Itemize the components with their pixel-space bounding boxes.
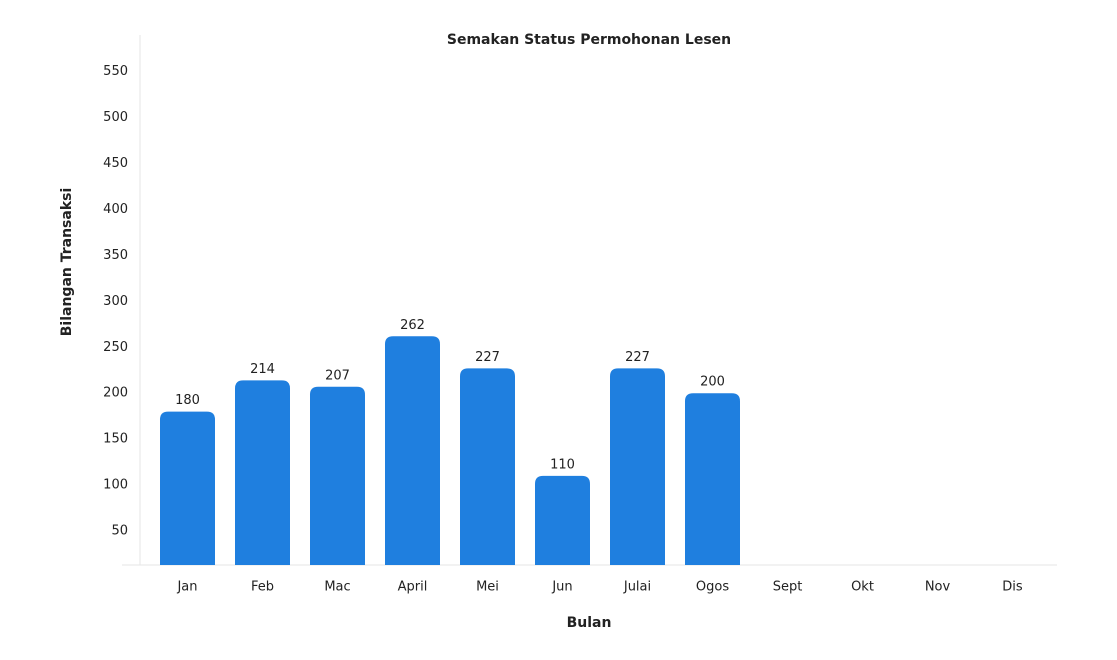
x-tick-label: Dis	[1002, 580, 1023, 595]
x-tick-label: Sept	[773, 580, 803, 595]
data-label: 180	[175, 393, 200, 408]
bar	[685, 393, 740, 565]
y-tick-label: 550	[103, 64, 128, 79]
x-tick-label: Jun	[551, 580, 572, 595]
y-tick-label: 150	[103, 432, 128, 447]
x-tick-label: Mac	[324, 580, 350, 595]
x-tick-label: Ogos	[696, 580, 729, 595]
data-label: 214	[250, 362, 275, 377]
data-label: 227	[475, 350, 500, 365]
y-tick-label: 350	[103, 248, 128, 263]
x-tick-label: Julai	[623, 580, 651, 595]
x-tick-label: Okt	[851, 580, 874, 595]
bar	[160, 411, 215, 565]
bar	[310, 386, 365, 565]
y-tick-label: 300	[103, 294, 128, 309]
x-tick-label: Mei	[476, 580, 499, 595]
bar	[235, 380, 290, 565]
y-tick-label: 50	[111, 524, 128, 539]
x-tick-label: Jan	[176, 580, 197, 595]
y-tick-label: 100	[103, 478, 128, 493]
chart-title: Semakan Status Permohonan Lesen	[447, 32, 731, 48]
y-tick-label: 450	[103, 156, 128, 171]
data-label: 207	[325, 368, 350, 383]
bar	[460, 368, 515, 565]
y-tick-label: 500	[103, 110, 128, 125]
bar	[385, 336, 440, 565]
data-label: 227	[625, 350, 650, 365]
y-tick-label: 400	[103, 202, 128, 217]
x-tick-label: April	[398, 580, 428, 595]
x-tick-label: Feb	[251, 580, 274, 595]
data-label: 110	[550, 457, 575, 472]
y-tick-label: 200	[103, 386, 128, 401]
data-label: 262	[400, 318, 425, 333]
x-tick-label: Nov	[925, 580, 951, 595]
y-tick-label: 250	[103, 340, 128, 355]
y-axis-title: Bilangan Transaksi	[59, 188, 75, 337]
data-label: 200	[700, 375, 725, 390]
bar	[535, 475, 590, 565]
x-axis-title: Bulan	[567, 615, 612, 631]
bar	[610, 368, 665, 565]
